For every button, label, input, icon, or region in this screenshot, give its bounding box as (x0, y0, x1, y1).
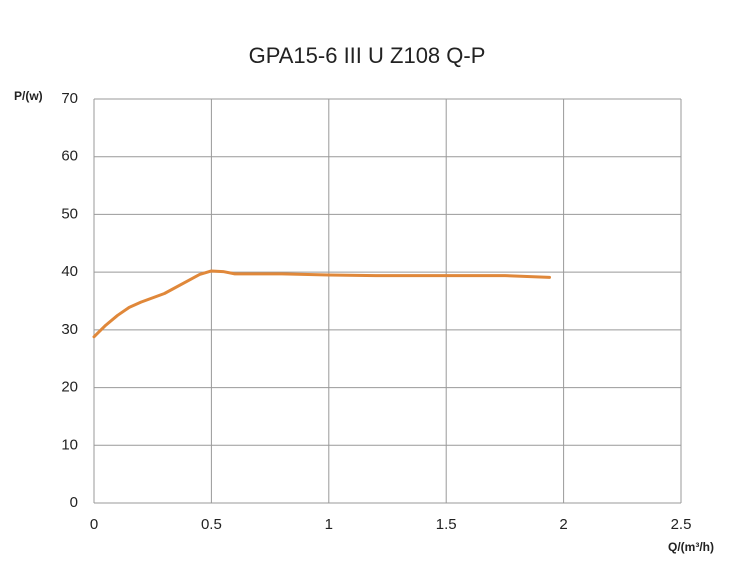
y-tick-label: 40 (61, 263, 78, 280)
y-axis-label: P/(w) (14, 89, 43, 103)
y-tick-label: 70 (61, 90, 78, 107)
x-tick-label: 0.5 (201, 516, 222, 533)
y-tick-label: 50 (61, 205, 78, 222)
x-tick-label: 2 (559, 516, 567, 533)
x-axis-label: Q/(m³/h) (668, 540, 714, 554)
y-tick-label: 20 (61, 379, 78, 396)
y-tick-label: 0 (70, 494, 78, 511)
x-tick-label: 0 (90, 516, 98, 533)
line (92, 269, 552, 339)
chart-title: GPA15-6 III U Z108 Q-P (249, 43, 486, 68)
y-tick-label: 60 (61, 148, 78, 165)
x-tick-label: 2.5 (671, 516, 692, 533)
y-tick-label: 30 (61, 321, 78, 338)
y-tick-label: 10 (61, 436, 78, 453)
x-tick-label: 1.5 (436, 516, 457, 533)
x-tick-label: 1 (325, 516, 333, 533)
